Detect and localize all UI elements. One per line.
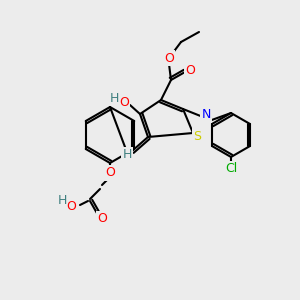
Text: H: H <box>57 194 67 208</box>
Text: Cl: Cl <box>225 163 237 176</box>
Text: O: O <box>97 212 107 226</box>
Text: O: O <box>164 52 174 64</box>
Text: H: H <box>122 148 132 161</box>
Text: H: H <box>109 92 119 104</box>
Text: N: N <box>201 109 211 122</box>
Text: O: O <box>119 95 129 109</box>
Text: S: S <box>193 130 201 142</box>
Text: O: O <box>66 200 76 214</box>
Text: O: O <box>185 64 195 76</box>
Text: O: O <box>105 167 115 179</box>
